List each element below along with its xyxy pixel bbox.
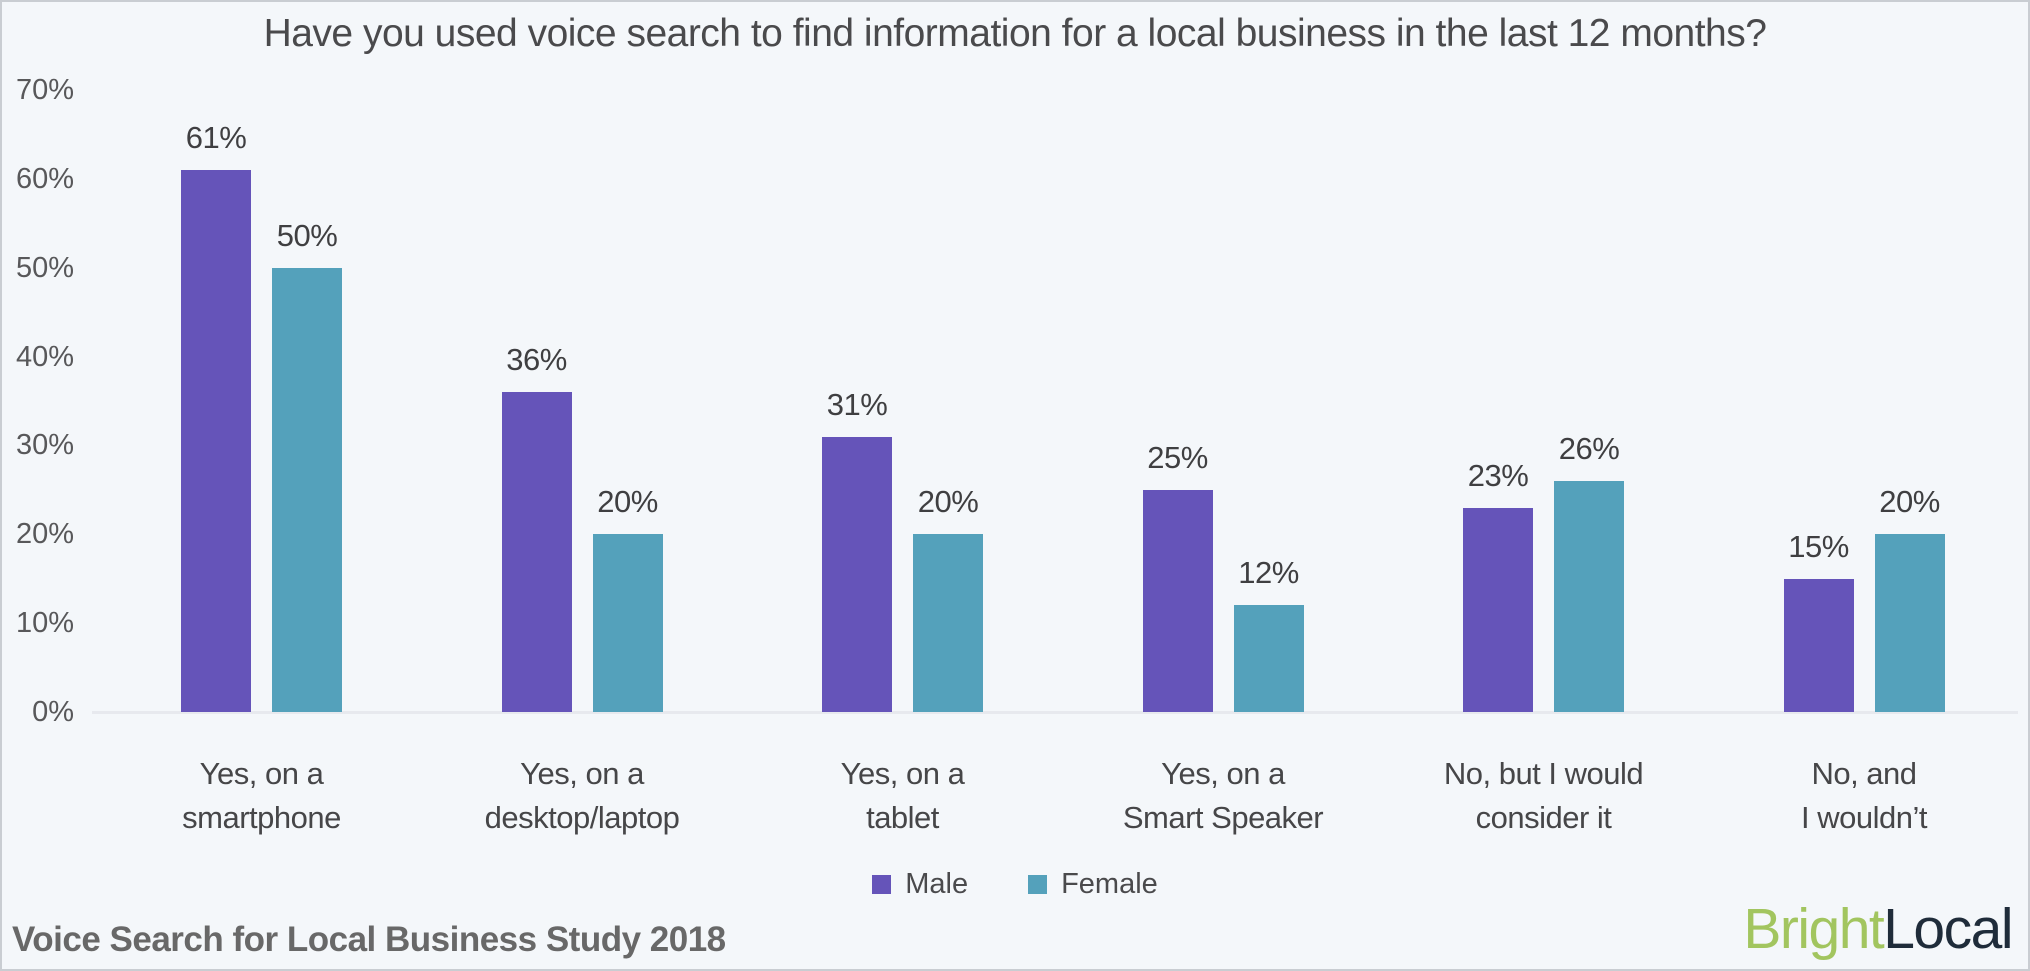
bar-female-0: [272, 268, 342, 712]
category-label-line: Yes, on a: [840, 756, 965, 791]
legend-label-male: Male: [905, 868, 969, 900]
y-axis-tick-label: 50%: [15, 251, 74, 284]
bar-male-4: [1463, 508, 1533, 712]
y-axis-tick-label: 70%: [15, 73, 74, 106]
category-label: Yes, on a tablet: [738, 752, 1068, 840]
y-axis-tick-label: 10%: [15, 607, 74, 640]
source-label: Voice Search for Local Business Study 20…: [12, 920, 726, 959]
category-label-line: tablet: [866, 800, 939, 835]
legend: Male Female: [2, 868, 2028, 901]
bar-value-label: 20%: [917, 484, 979, 519]
bar-value-label: 36%: [506, 342, 567, 377]
legend-swatch-female-icon: [1028, 875, 1048, 894]
category-label-line: Yes, on a: [1161, 756, 1285, 791]
bar-value-label: 15%: [1788, 529, 1849, 564]
legend-label-female: Female: [1061, 868, 1158, 900]
category-label: No, but I would consider it: [1379, 752, 1709, 840]
bar-value-label: 20%: [1879, 484, 1940, 519]
bar-male-0: [181, 170, 251, 712]
bar-female-5: [1874, 534, 1945, 712]
brightlocal-logo-local: Local: [1883, 897, 2013, 961]
bar-value-label: 61%: [185, 120, 247, 155]
bar-female-3: [1233, 605, 1304, 712]
bar-value-label: 31%: [826, 387, 888, 422]
bar-female-1: [592, 534, 663, 712]
category-label-line: I wouldn’t: [1801, 800, 1927, 835]
brightlocal-logo-bright: Bright: [1743, 897, 1884, 961]
bar-male-3: [1142, 490, 1213, 712]
bar-value-label: 26%: [1558, 431, 1620, 466]
bar-male-1: [501, 392, 572, 712]
brightlocal-logo: BrightLocal: [1743, 897, 2013, 961]
category-label: Yes, on a desktop/laptop: [417, 752, 747, 840]
bar-value-label: 23%: [1467, 458, 1529, 493]
category-label: No, and I wouldn’t: [1699, 752, 2028, 840]
category-label-line: desktop/laptop: [484, 800, 680, 835]
category-label: Yes, on a smartphone: [97, 752, 427, 840]
category-label-line: No, but I would: [1443, 756, 1644, 791]
legend-item-female: Female: [1028, 868, 1158, 901]
bar-value-label: 25%: [1147, 440, 1208, 475]
x-axis-baseline: [92, 711, 2018, 714]
chart-title: Have you used voice search to find infor…: [263, 12, 1767, 55]
legend-item-male: Male: [872, 868, 968, 901]
bar-value-label: 12%: [1238, 555, 1299, 590]
y-axis-tick-label: 30%: [15, 429, 74, 462]
legend-swatch-male-icon: [872, 875, 892, 894]
y-axis-tick-label: 40%: [15, 340, 74, 373]
category-label-line: Yes, on a: [520, 756, 644, 791]
bar-value-label: 20%: [597, 484, 658, 519]
bar-value-label: 50%: [276, 218, 338, 253]
bar-female-4: [1554, 481, 1624, 712]
y-axis-tick-label: 60%: [15, 162, 74, 195]
bar-male-5: [1783, 579, 1854, 712]
category-label-line: No, and: [1811, 756, 1917, 791]
bar-male-2: [822, 437, 892, 712]
bar-female-2: [913, 534, 983, 712]
category-label-line: smartphone: [182, 800, 341, 835]
category-label-line: consider it: [1475, 800, 1612, 835]
category-label-line: Yes, on a: [199, 756, 324, 791]
y-axis-tick-label: 0%: [32, 696, 74, 728]
y-axis-tick-label: 20%: [15, 518, 74, 551]
category-label-line: Smart Speaker: [1122, 800, 1324, 835]
category-label: Yes, on a Smart Speaker: [1058, 752, 1388, 840]
